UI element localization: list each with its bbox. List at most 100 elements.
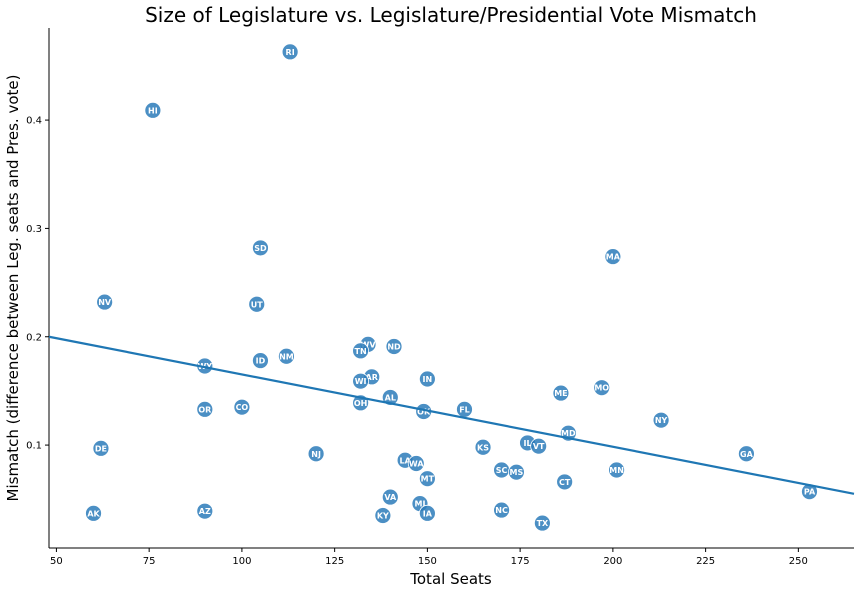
data-point-marker — [608, 461, 625, 479]
x-tick-label: 175 — [511, 556, 530, 567]
data-point-ky: KY — [374, 507, 392, 524]
data-point-label: MT — [421, 475, 435, 484]
ticks: 50 75 100 125 150 175 200 225 250 0.1 0.2 0.3 0.4 — [26, 116, 808, 567]
data-point-marker — [530, 437, 548, 455]
data-point-az: AZ — [196, 502, 214, 520]
data-point-sd: SD — [252, 239, 269, 257]
x-tick-label: 225 — [696, 556, 715, 567]
data-point-marker — [418, 370, 436, 388]
x-tick-label: 200 — [603, 556, 622, 567]
data-point-label: SD — [254, 244, 267, 253]
x-axis-label: Total Seats — [409, 570, 492, 588]
data-point-marker — [552, 384, 570, 402]
data-point-ri: RI — [281, 43, 299, 61]
data-point-label: TN — [355, 347, 367, 356]
data-point-label: MD — [561, 429, 576, 438]
data-point-al: AL — [381, 389, 399, 406]
data-point-co: CO — [233, 398, 251, 416]
data-point-label: KS — [477, 443, 489, 452]
data-point-marker — [281, 43, 299, 61]
data-point-nv: NV — [96, 293, 114, 311]
data-point-label: ID — [256, 357, 266, 366]
data-point-label: OR — [198, 405, 211, 414]
data-point-ny: NY — [652, 411, 670, 429]
data-point-label: CT — [559, 478, 571, 487]
data-point-marker — [533, 514, 551, 532]
y-axis-label: Mismatch (difference between Leg. seats … — [4, 75, 22, 502]
data-point-marker — [196, 400, 214, 418]
data-point-marker — [307, 445, 325, 463]
y-tick-label: 0.2 — [26, 332, 42, 343]
data-point-pa: PA — [801, 483, 818, 501]
data-point-de: DE — [92, 439, 110, 457]
data-point-label: VA — [384, 493, 397, 502]
data-point-marker — [252, 352, 269, 369]
data-point-marker — [144, 101, 162, 119]
data-point-label: OH — [354, 399, 368, 408]
data-point-marker — [278, 347, 295, 365]
data-point-label: MS — [510, 468, 524, 477]
data-point-hi: HI — [144, 101, 162, 119]
regression-line — [48, 335, 855, 495]
data-point-label: MI — [414, 500, 425, 509]
data-point-nd: ND — [385, 338, 403, 355]
data-point-marker — [252, 239, 269, 257]
data-point-marker — [196, 502, 214, 520]
data-point-label: NY — [655, 416, 668, 425]
data-point-label: SC — [496, 466, 508, 475]
data-point-label: HI — [148, 106, 158, 115]
y-tick-label: 0.3 — [26, 224, 42, 235]
data-point-label: MO — [594, 384, 609, 393]
data-point-ks: KS — [474, 438, 492, 456]
data-point-tn: TN — [352, 342, 370, 360]
data-point-label: TX — [537, 519, 549, 528]
data-point-marker — [352, 372, 370, 390]
data-point-marker — [85, 504, 102, 522]
data-point-label: NM — [279, 352, 294, 361]
data-point-label: MN — [609, 466, 624, 475]
data-point-me: ME — [552, 384, 570, 402]
data-point-label: KY — [377, 512, 389, 521]
data-point-label: OK — [417, 408, 431, 417]
data-point-mt: MT — [418, 470, 436, 488]
axes — [48, 28, 854, 549]
data-point-label: IA — [423, 509, 433, 518]
data-point-ct: CT — [556, 473, 574, 491]
data-point-label: NV — [98, 298, 112, 307]
data-point-marker — [556, 473, 574, 491]
data-point-marker — [407, 455, 425, 472]
data-point-or: OR — [196, 400, 214, 418]
data-point-marker — [604, 248, 622, 265]
data-point-label: CO — [236, 403, 249, 412]
y-tick-label: 0.4 — [26, 116, 42, 127]
data-point-sc: SC — [493, 461, 510, 479]
data-point-label: UT — [251, 300, 263, 309]
data-point-nj: NJ — [307, 445, 325, 463]
data-point-marker — [418, 504, 436, 522]
data-point-label: IL — [524, 439, 532, 448]
y-tick-label: 0.1 — [26, 441, 42, 452]
data-point-marker — [233, 398, 251, 416]
data-point-nc: NC — [493, 501, 510, 519]
data-point-marker — [381, 389, 399, 406]
data-point-marker — [493, 501, 510, 519]
data-point-nm: NM — [278, 347, 295, 365]
data-point-marker — [593, 379, 611, 397]
data-point-label: LA — [399, 456, 411, 465]
data-point-ak: AK — [85, 504, 102, 522]
x-tick-label: 50 — [50, 556, 63, 567]
x-tick-label: 150 — [418, 556, 437, 567]
data-point-in: IN — [418, 370, 436, 388]
data-point-label: ND — [387, 343, 401, 352]
data-point-label: WA — [409, 460, 424, 469]
data-point-ma: MA — [604, 248, 622, 265]
x-tick-label: 125 — [325, 556, 344, 567]
data-point-label: VT — [533, 442, 545, 451]
data-point-label: ME — [554, 389, 567, 398]
data-point-label: WI — [355, 377, 367, 386]
data-point-wi: WI — [352, 372, 370, 390]
data-point-marker — [96, 293, 114, 311]
data-point-marker — [385, 338, 403, 355]
data-point-mo: MO — [593, 379, 611, 397]
data-point-marker — [381, 488, 399, 506]
